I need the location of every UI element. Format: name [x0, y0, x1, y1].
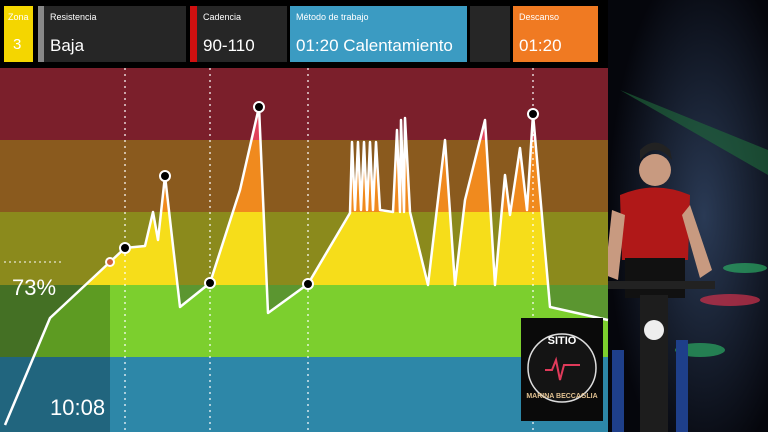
cadence-value: 90-110: [203, 36, 255, 55]
rest-label: Descanso: [519, 12, 560, 22]
rest-value: 01:20: [519, 36, 562, 55]
time-label: 10:08: [50, 395, 106, 420]
percent-label: 73%: [12, 275, 57, 300]
logo: [521, 318, 603, 421]
zone-label: Zona: [8, 12, 29, 22]
rest-panel: Descanso 01:20: [513, 6, 598, 62]
zone-value: 3: [13, 36, 22, 53]
resistance-label: Resistencia: [50, 12, 97, 22]
segment-points: [105, 101, 539, 290]
logo-title: SITIO: [548, 335, 577, 347]
method-panel: Método de trabajo 01:20 Calentamiento: [290, 6, 467, 62]
profile-fill-zone: [33, 285, 608, 357]
cyclist: [605, 142, 715, 432]
blank-panel: [470, 6, 510, 62]
intensity-profile: [3, 105, 609, 426]
light-spot: [723, 263, 767, 273]
method-value: 01:20 Calentamiento: [296, 36, 453, 55]
light-spot: [700, 294, 760, 306]
profile-fill-zone: [85, 212, 549, 285]
profile-fill: [33, 107, 608, 357]
resistance-panel: Resistencia Baja: [38, 6, 186, 62]
resistance-value: Baja: [50, 36, 85, 55]
cadence-label: Cadencia: [203, 12, 242, 22]
logo-subtitle: MARINA BECCAGLIA: [526, 393, 597, 400]
profile-fill-zone: [153, 140, 542, 212]
light-beam: [620, 90, 768, 175]
zone-panel: Zona 3: [4, 6, 33, 62]
method-label: Método de trabajo: [296, 12, 369, 22]
elapsed-shade: [0, 285, 110, 432]
cadence-panel: Cadencia 90-110: [190, 6, 287, 62]
